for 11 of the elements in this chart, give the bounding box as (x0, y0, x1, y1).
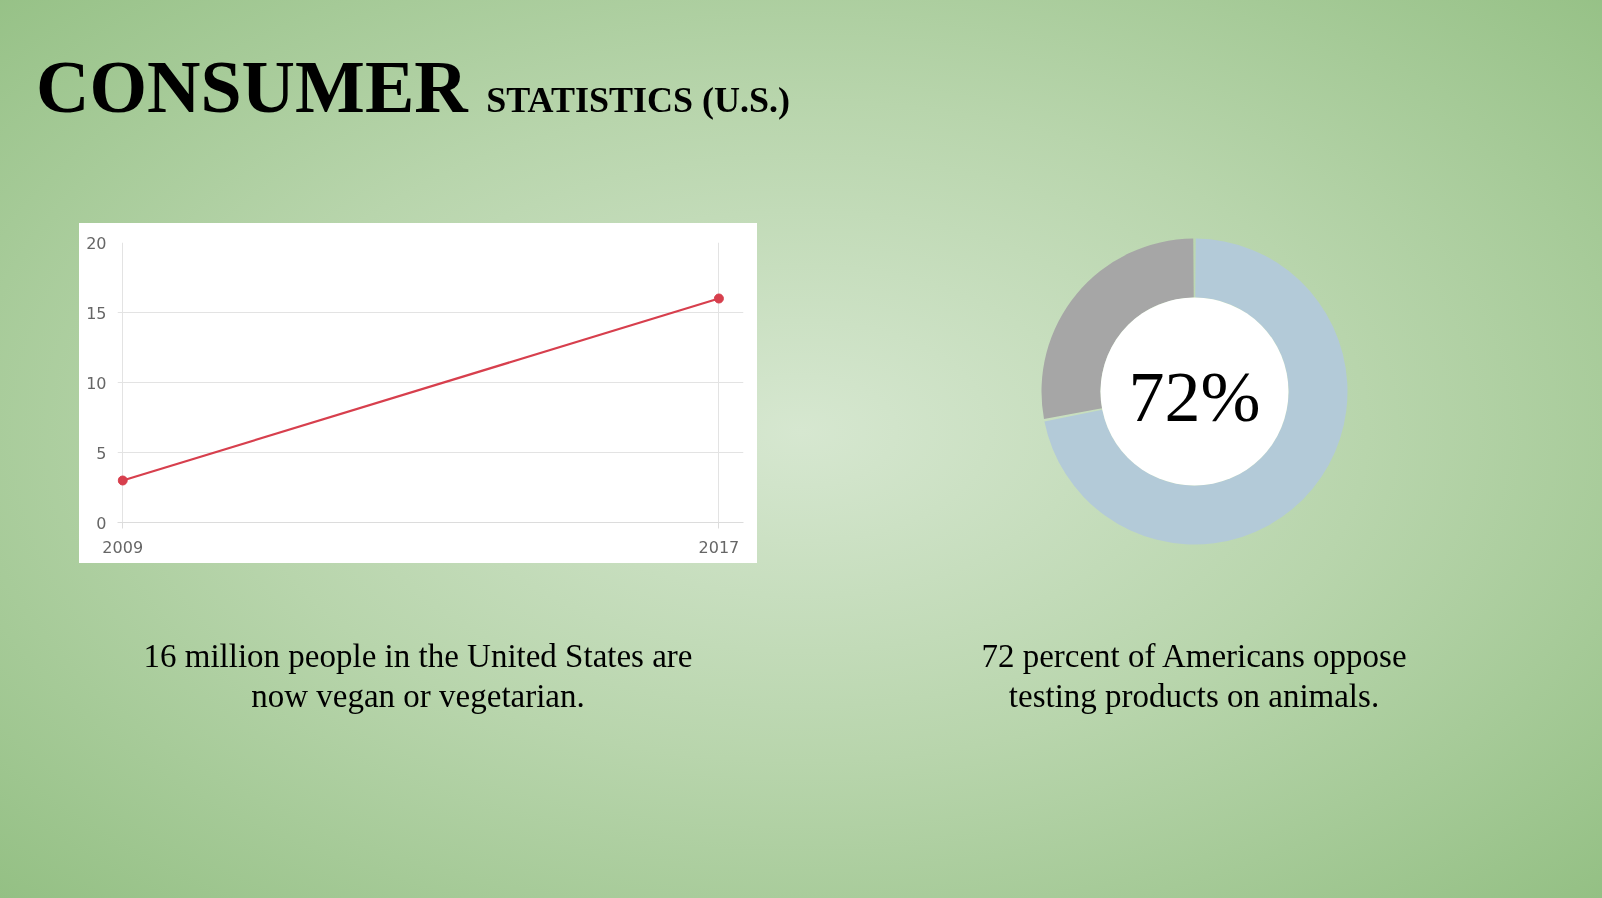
chart-title: CONSUMER STATISTICS (U.S.) (36, 46, 790, 128)
y-tick-label: 20 (86, 233, 107, 253)
y-tick-label: 0 (96, 513, 107, 533)
data-label: 72% (1128, 356, 1261, 437)
text: 72 percent of Americans oppose testing products on animals. (981, 637, 1407, 716)
y-tick-label: 15 (86, 303, 107, 323)
y-tick-label: 5 (96, 443, 107, 463)
y-tick-label: 10 (86, 373, 107, 393)
x-tick-label: 2009 (102, 537, 144, 557)
text: 16 million people in the United States are now vegan or vegetarian. (143, 637, 693, 716)
x-tick-label: 2017 (698, 537, 740, 557)
